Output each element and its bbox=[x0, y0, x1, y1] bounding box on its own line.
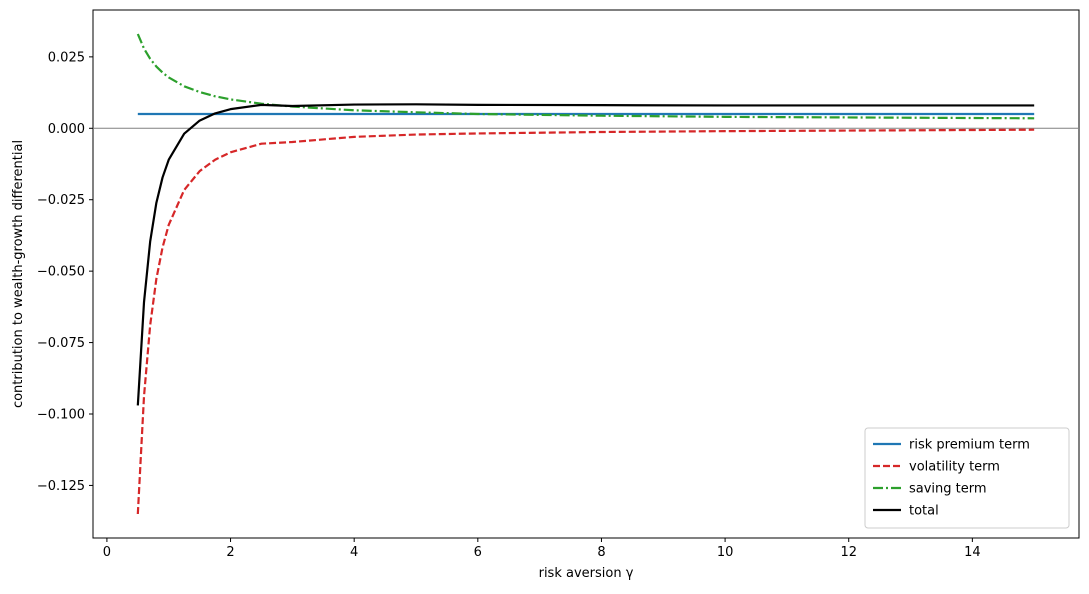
x-tick-label: 8 bbox=[597, 545, 605, 560]
series-line bbox=[136, 103, 1035, 406]
y-tick-label: 0.025 bbox=[48, 50, 85, 65]
plot-frame bbox=[92, 9, 1080, 539]
x-tick-label: 6 bbox=[474, 545, 482, 560]
x-tick-label: 10 bbox=[717, 545, 734, 560]
y-tick-label: −0.050 bbox=[37, 265, 85, 280]
y-tick-label: −0.075 bbox=[37, 336, 85, 351]
legend-frame bbox=[864, 427, 1070, 529]
legend-label: total bbox=[909, 504, 939, 519]
legend: risk premium term volatility term saving t… bbox=[864, 427, 1070, 529]
y-tick-label: 0.000 bbox=[48, 122, 85, 137]
x-tick-label: 4 bbox=[350, 545, 358, 560]
x-tick-label: 0 bbox=[103, 545, 111, 560]
y-axis-label: contribution to wealth-growth differenti… bbox=[11, 140, 26, 408]
series-line bbox=[136, 33, 1035, 120]
x-tick-label: 2 bbox=[226, 545, 234, 560]
y-tick-label: −0.100 bbox=[37, 408, 85, 423]
legend-label: volatility term bbox=[909, 460, 1000, 475]
x-tick-label: 12 bbox=[840, 545, 857, 560]
x-axis-label: risk aversion γ bbox=[539, 566, 634, 581]
legend-label: saving term bbox=[909, 482, 987, 497]
y-tick-label: −0.125 bbox=[37, 479, 85, 494]
x-tick-label: 14 bbox=[964, 545, 981, 560]
y-tick-label: −0.025 bbox=[37, 193, 85, 208]
series-line bbox=[136, 128, 1035, 515]
legend-label: risk premium term bbox=[909, 438, 1030, 453]
